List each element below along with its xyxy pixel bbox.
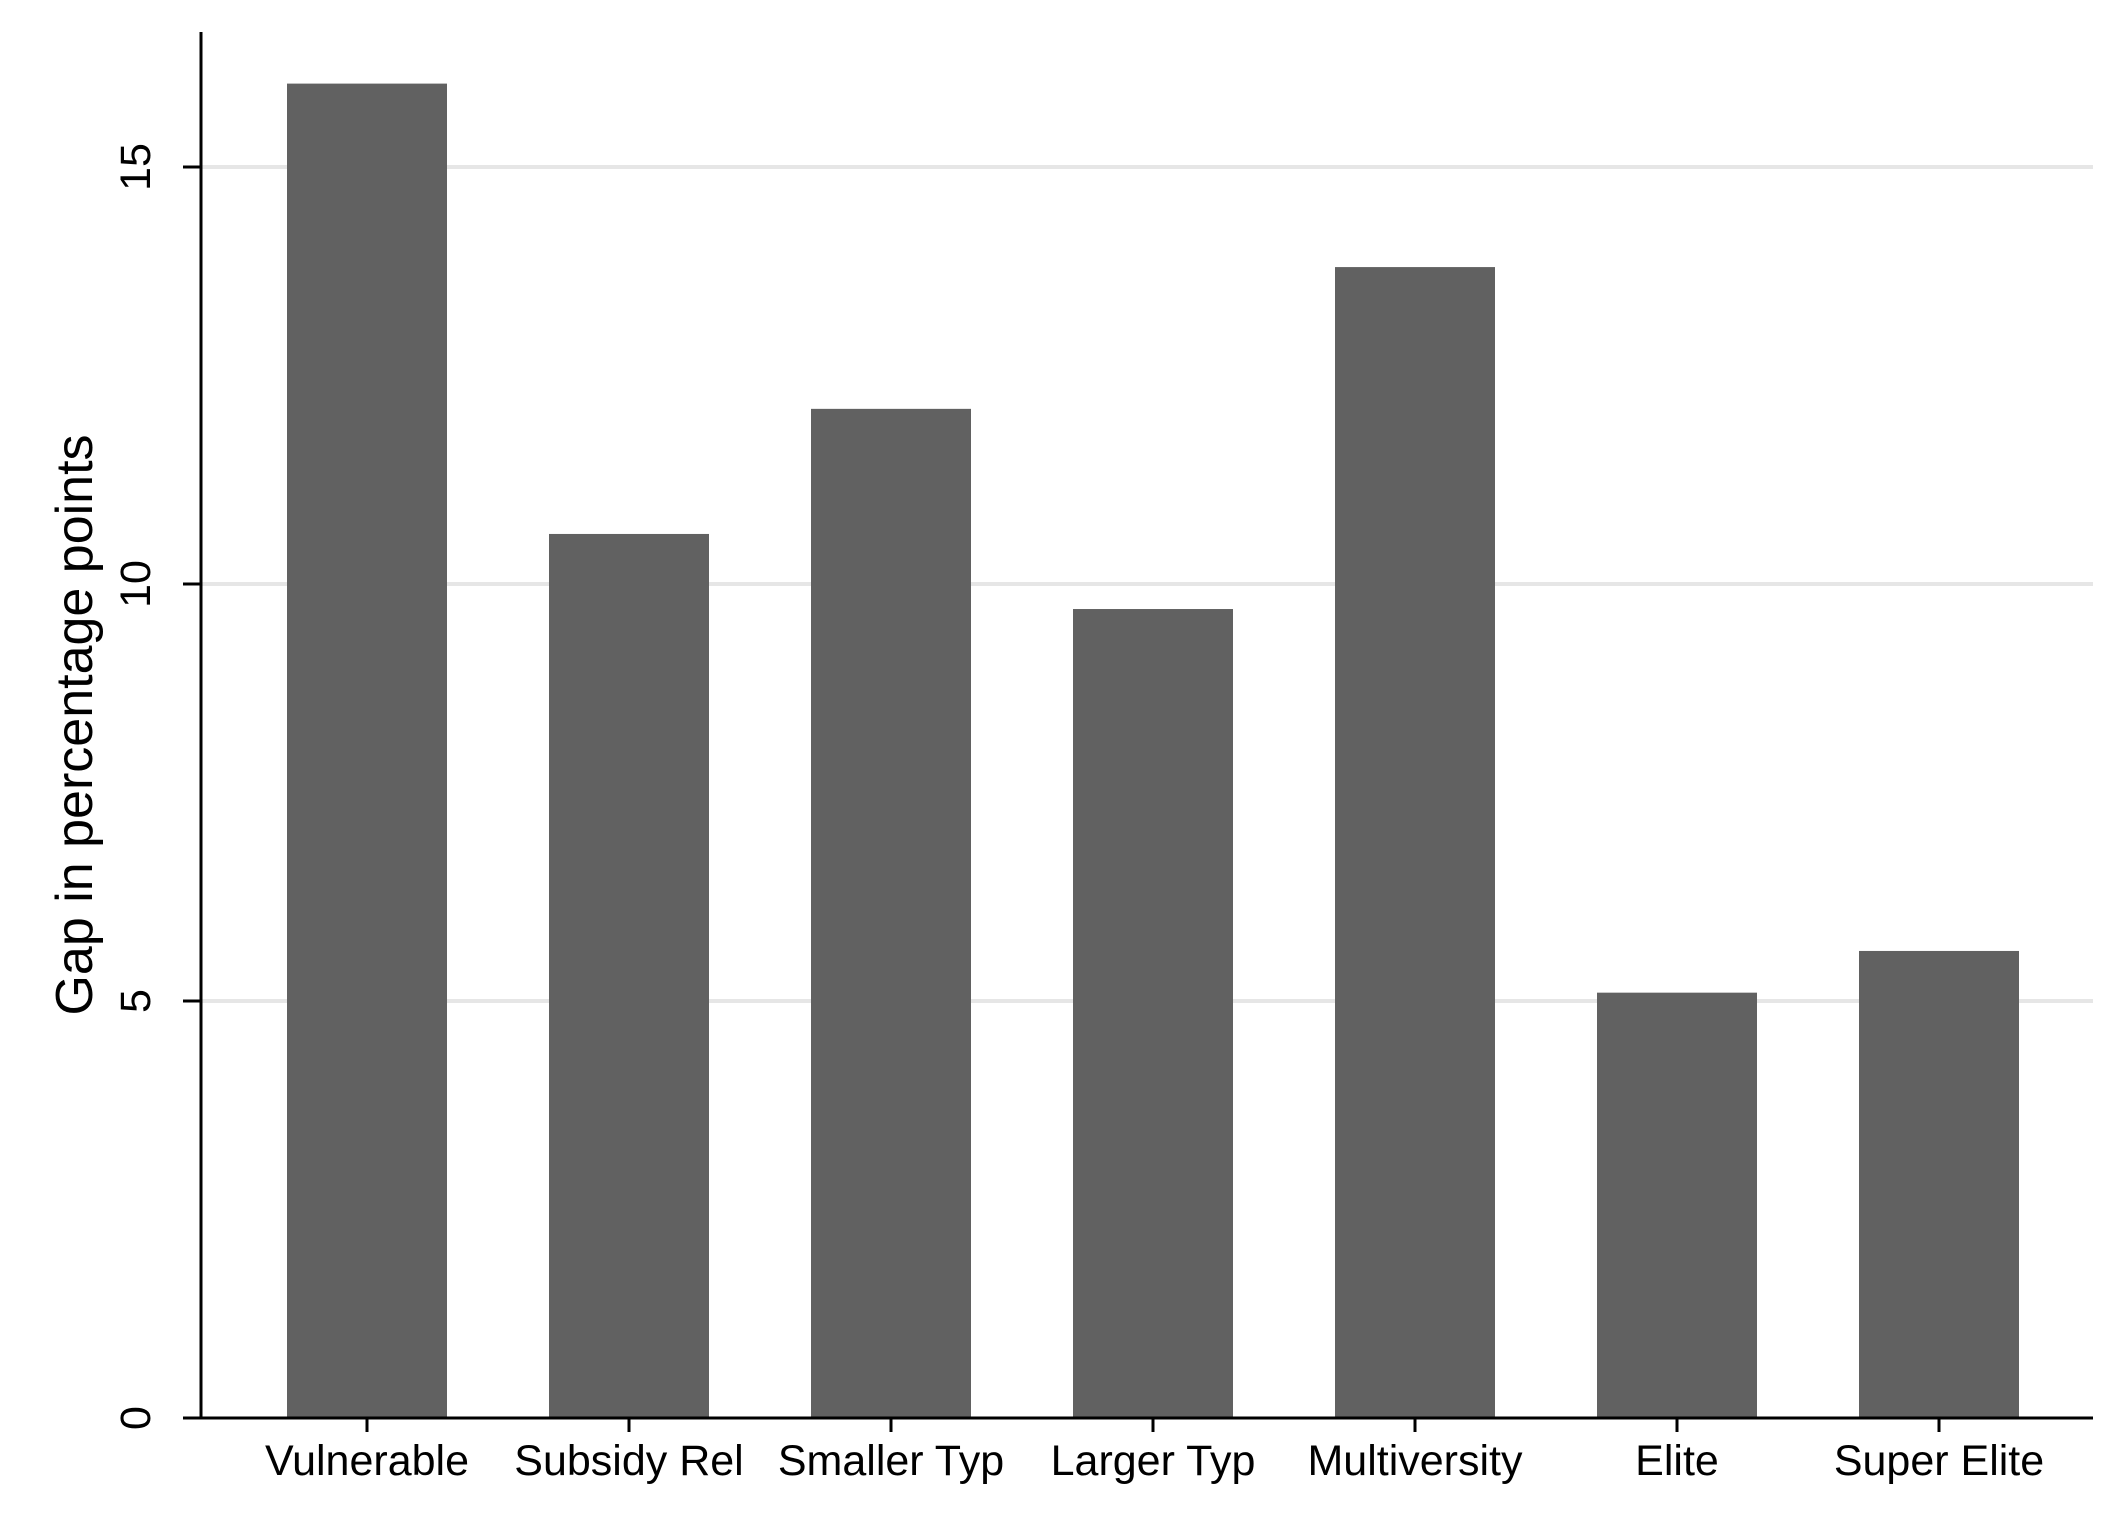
x-category-label-multiversity: Multiversity bbox=[1307, 1437, 1523, 1485]
bar-smaller-typ bbox=[811, 408, 971, 1418]
y-tick-label-0: 0 bbox=[112, 1406, 160, 1430]
x-category-label-smaller-typ: Smaller Typ bbox=[778, 1437, 1004, 1485]
x-category-label-super-elite: Super Elite bbox=[1834, 1437, 2044, 1485]
bar-larger-typ bbox=[1073, 609, 1233, 1418]
y-tick-label-5: 5 bbox=[112, 989, 160, 1013]
bar-elite bbox=[1597, 992, 1757, 1418]
x-category-label-larger-typ: Larger Typ bbox=[1051, 1437, 1256, 1485]
x-category-labels: Vulnerable Subsidy Rel Smaller Typ Larger T… bbox=[265, 1418, 2044, 1485]
bar-subsidy-rel bbox=[549, 533, 709, 1418]
x-category-label-subsidy-rel: Subsidy Rel bbox=[514, 1437, 743, 1485]
y-axis-title: Gap in percentage points bbox=[46, 434, 104, 1015]
axes bbox=[199, 32, 2093, 1420]
y-ticks: 0 5 10 15 bbox=[112, 143, 201, 1430]
y-tick-label-15: 15 bbox=[112, 143, 160, 191]
y-tick-label-10: 10 bbox=[112, 560, 160, 608]
bar-multiversity bbox=[1335, 267, 1495, 1419]
bar-vulnerable bbox=[287, 83, 447, 1419]
bar-super-elite bbox=[1859, 950, 2019, 1418]
bars bbox=[287, 83, 2019, 1419]
x-category-label-vulnerable: Vulnerable bbox=[265, 1437, 469, 1485]
x-category-label-elite: Elite bbox=[1635, 1437, 1719, 1485]
